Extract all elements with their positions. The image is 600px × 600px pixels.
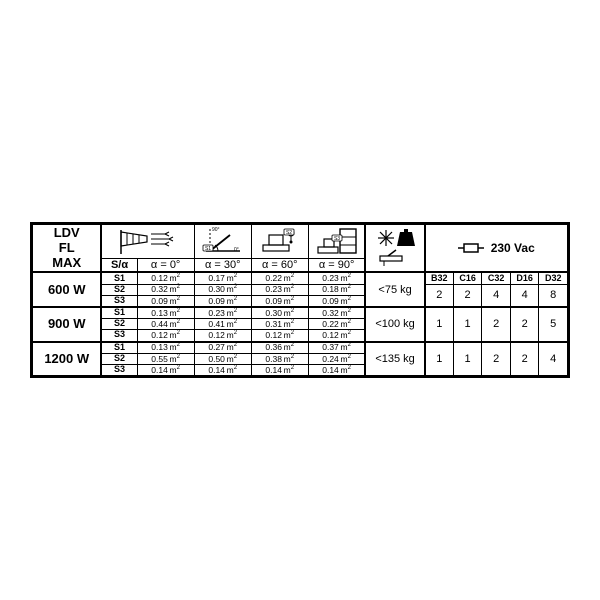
weight-snow-icon — [365, 224, 424, 272]
s2-side-icon: S2 — [251, 224, 308, 258]
g2-s2-v1: 0.50 m2 — [194, 353, 251, 364]
voltage-cell: 230 Vac — [425, 224, 568, 272]
g1-b4: 5 — [539, 307, 568, 342]
g0-s2-v0: 0.32 m2 — [137, 284, 194, 295]
g1-s1-label: S1 — [101, 307, 137, 319]
g2-weight: <135 kg — [365, 342, 424, 376]
g0-s3-v0: 0.09 m2 — [137, 295, 194, 307]
voltage-label: 230 Vac — [491, 241, 535, 255]
g1-s2-v3: 0.22 m2 — [308, 319, 365, 330]
g2-s3-v2: 0.14 m2 — [251, 364, 308, 375]
g1-s3-v1: 0.12 m2 — [194, 330, 251, 342]
angle-diagram-icon: S1 0° 90° — [194, 224, 251, 258]
g1-s3-v0: 0.12 m2 — [137, 330, 194, 342]
g0-b0: 2 — [425, 284, 454, 307]
g0-b4: 8 — [539, 284, 568, 307]
spec-table-sheet: LDV FL MAX S1 0° 90° — [30, 222, 570, 378]
g1-s1-v2: 0.30 m2 — [251, 307, 308, 319]
g0-s1-v2: 0.22 m2 — [251, 272, 308, 284]
breaker-h-0: B32 — [425, 272, 454, 284]
spec-table: LDV FL MAX S1 0° 90° — [32, 224, 568, 376]
g0-b1: 2 — [453, 284, 482, 307]
g1-b0: 1 — [425, 307, 454, 342]
g2-s3-v3: 0.14 m2 — [308, 364, 365, 375]
g1-b3: 2 — [510, 307, 539, 342]
g1-b1: 1 — [453, 307, 482, 342]
svg-text:S2: S2 — [286, 230, 292, 236]
g0-s2-v2: 0.23 m2 — [251, 284, 308, 295]
g2-s3-v1: 0.14 m2 — [194, 364, 251, 375]
g0-s1-v0: 0.12 m2 — [137, 272, 194, 284]
g2-s3-label: S3 — [101, 364, 137, 375]
g2-s2-v3: 0.24 m2 — [308, 353, 365, 364]
svg-text:S3: S3 — [334, 236, 340, 242]
g0-s2-v3: 0.18 m2 — [308, 284, 365, 295]
breaker-h-2: C32 — [482, 272, 511, 284]
g2-s1-v1: 0.27 m2 — [194, 342, 251, 354]
watt-1200: 1200 W — [33, 342, 102, 376]
angle-header-90: α = 90° — [308, 258, 365, 272]
sa-header: S/α — [101, 258, 137, 272]
svg-text:S1: S1 — [205, 246, 211, 252]
g1-b2: 2 — [482, 307, 511, 342]
breaker-h-4: D32 — [539, 272, 568, 284]
g0-s3-label: S3 — [101, 295, 137, 307]
g2-s1-label: S1 — [101, 342, 137, 354]
g0-s3-v3: 0.09 m2 — [308, 295, 365, 307]
g2-b3: 2 — [510, 342, 539, 376]
breaker-h-3: D16 — [510, 272, 539, 284]
s3-panel-icon: S3 — [308, 224, 365, 258]
watt-600: 600 W — [33, 272, 102, 307]
g2-s1-v3: 0.37 m2 — [308, 342, 365, 354]
svg-text:0°: 0° — [234, 247, 239, 253]
g2-s2-v2: 0.38 m2 — [251, 353, 308, 364]
angle-header-0: α = 0° — [137, 258, 194, 272]
g0-s2-v1: 0.30 m2 — [194, 284, 251, 295]
product-title: LDV FL MAX — [33, 224, 102, 272]
g0-b2: 4 — [482, 284, 511, 307]
g2-b0: 1 — [425, 342, 454, 376]
g0-s3-v1: 0.09 m2 — [194, 295, 251, 307]
g1-s3-v2: 0.12 m2 — [251, 330, 308, 342]
g0-weight: <75 kg — [365, 272, 424, 307]
g1-s1-v0: 0.13 m2 — [137, 307, 194, 319]
g0-s3-v2: 0.09 m2 — [251, 295, 308, 307]
g1-s2-v0: 0.44 m2 — [137, 319, 194, 330]
angle-header-30: α = 30° — [194, 258, 251, 272]
g0-s2-label: S2 — [101, 284, 137, 295]
watt-900: 900 W — [33, 307, 102, 342]
g0-s1-v3: 0.23 m2 — [308, 272, 365, 284]
svg-text:90°: 90° — [212, 227, 220, 233]
angle-header-60: α = 60° — [251, 258, 308, 272]
g1-s3-label: S3 — [101, 330, 137, 342]
g1-s3-v3: 0.12 m2 — [308, 330, 365, 342]
g1-s2-v2: 0.31 m2 — [251, 319, 308, 330]
g1-weight: <100 kg — [365, 307, 424, 342]
g2-s3-v0: 0.14 m2 — [137, 364, 194, 375]
g2-s2-label: S2 — [101, 353, 137, 364]
windsock-icon — [101, 224, 194, 258]
g1-s2-v1: 0.41 m2 — [194, 319, 251, 330]
g1-s1-v3: 0.32 m2 — [308, 307, 365, 319]
g2-s1-v0: 0.13 m2 — [137, 342, 194, 354]
g1-s1-v1: 0.23 m2 — [194, 307, 251, 319]
g2-s1-v2: 0.36 m2 — [251, 342, 308, 354]
g2-s2-v0: 0.55 m2 — [137, 353, 194, 364]
breaker-h-1: C16 — [453, 272, 482, 284]
g0-b3: 4 — [510, 284, 539, 307]
g2-b2: 2 — [482, 342, 511, 376]
g2-b4: 4 — [539, 342, 568, 376]
g1-s2-label: S2 — [101, 319, 137, 330]
g0-s1-label: S1 — [101, 272, 137, 284]
g0-s1-v1: 0.17 m2 — [194, 272, 251, 284]
g2-b1: 1 — [453, 342, 482, 376]
